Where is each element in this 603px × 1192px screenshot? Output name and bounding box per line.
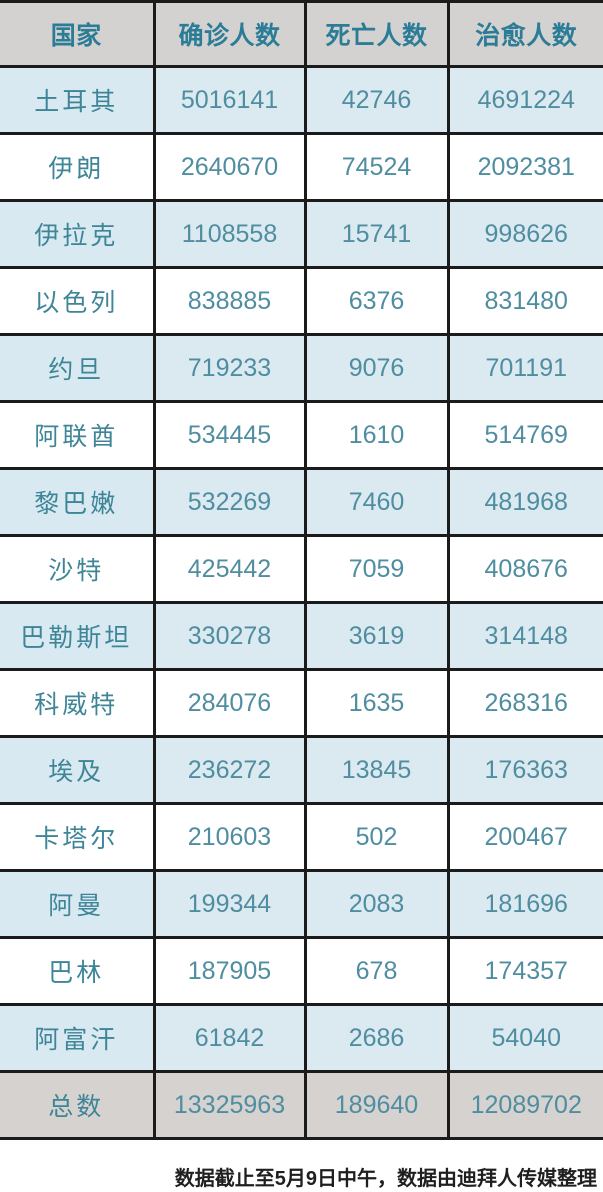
cell-country: 阿富汗: [0, 1003, 156, 1073]
cell-recovered: 174357: [448, 936, 603, 1006]
cell-recovered: 200467: [448, 802, 603, 872]
cell-deaths: 502: [305, 802, 450, 872]
cell-deaths: 2083: [305, 869, 450, 939]
cell-confirmed: 719233: [154, 333, 307, 403]
cell-confirmed: 1108558: [154, 199, 307, 269]
cell-recovered: 481968: [448, 467, 603, 537]
cell-confirmed: 425442: [154, 534, 307, 604]
table-row: 阿富汗 61842 2686 54040: [0, 1003, 603, 1073]
cell-deaths: 7460: [305, 467, 450, 537]
cell-confirmed: 187905: [154, 936, 307, 1006]
cell-total-label: 总数: [0, 1070, 156, 1140]
table-row: 土耳其 5016141 42746 4691224: [0, 65, 603, 135]
cell-confirmed: 532269: [154, 467, 307, 537]
cell-country: 黎巴嫩: [0, 467, 156, 537]
cell-confirmed: 236272: [154, 735, 307, 805]
cell-confirmed: 5016141: [154, 65, 307, 135]
cell-country: 埃及: [0, 735, 156, 805]
cell-deaths: 9076: [305, 333, 450, 403]
table-row: 黎巴嫩 532269 7460 481968: [0, 467, 603, 537]
cell-recovered: 998626: [448, 199, 603, 269]
cell-recovered: 54040: [448, 1003, 603, 1073]
cell-country: 阿联酋: [0, 400, 156, 470]
table-header-row: 国家 确诊人数 死亡人数 治愈人数: [0, 0, 603, 68]
cell-confirmed: 838885: [154, 266, 307, 336]
cell-total-recovered: 12089702: [448, 1070, 603, 1140]
cell-total-deaths: 189640: [305, 1070, 450, 1140]
cell-recovered: 176363: [448, 735, 603, 805]
cell-recovered: 268316: [448, 668, 603, 738]
cell-confirmed: 330278: [154, 601, 307, 671]
table-row: 伊朗 2640670 74524 2092381: [0, 132, 603, 202]
cell-country: 伊朗: [0, 132, 156, 202]
cell-recovered: 314148: [448, 601, 603, 671]
table-total-row: 总数 13325963 189640 12089702: [0, 1070, 603, 1140]
data-source-note: 数据截止至5月9日中午，数据由迪拜人传媒整理: [174, 1168, 597, 1190]
table-row: 卡塔尔 210603 502 200467: [0, 802, 603, 872]
column-header-confirmed: 确诊人数: [154, 0, 307, 68]
cell-country: 科威特: [0, 668, 156, 738]
cell-recovered: 701191: [448, 333, 603, 403]
cell-recovered: 181696: [448, 869, 603, 939]
middle-east-covid-table: 国家 确诊人数 死亡人数 治愈人数 土耳其 5016141 42746 4691…: [0, 0, 603, 1140]
table-row: 阿曼 199344 2083 181696: [0, 869, 603, 939]
cell-recovered: 4691224: [448, 65, 603, 135]
table-row: 伊拉克 1108558 15741 998626: [0, 199, 603, 269]
table-header: 国家 确诊人数 死亡人数 治愈人数: [0, 0, 603, 68]
cell-confirmed: 199344: [154, 869, 307, 939]
cell-country: 以色列: [0, 266, 156, 336]
cell-deaths: 74524: [305, 132, 450, 202]
cell-confirmed: 2640670: [154, 132, 307, 202]
cell-deaths: 3619: [305, 601, 450, 671]
cell-country: 沙特: [0, 534, 156, 604]
cell-country: 约旦: [0, 333, 156, 403]
cell-confirmed: 534445: [154, 400, 307, 470]
table-row: 巴林 187905 678 174357: [0, 936, 603, 1006]
cell-country: 伊拉克: [0, 199, 156, 269]
cell-deaths: 678: [305, 936, 450, 1006]
cell-recovered: 514769: [448, 400, 603, 470]
cell-country: 阿曼: [0, 869, 156, 939]
cell-country: 巴勒斯坦: [0, 601, 156, 671]
cell-deaths: 7059: [305, 534, 450, 604]
cell-deaths: 13845: [305, 735, 450, 805]
column-header-recovered: 治愈人数: [448, 0, 603, 68]
cell-recovered: 408676: [448, 534, 603, 604]
cell-recovered: 2092381: [448, 132, 603, 202]
table-row: 巴勒斯坦 330278 3619 314148: [0, 601, 603, 671]
column-header-country: 国家: [0, 0, 156, 68]
cell-deaths: 1610: [305, 400, 450, 470]
column-header-deaths: 死亡人数: [305, 0, 450, 68]
cell-recovered: 831480: [448, 266, 603, 336]
table-row: 阿联酋 534445 1610 514769: [0, 400, 603, 470]
table-row: 以色列 838885 6376 831480: [0, 266, 603, 336]
table-body: 土耳其 5016141 42746 4691224 伊朗 2640670 745…: [0, 65, 603, 1140]
table-row: 埃及 236272 13845 176363: [0, 735, 603, 805]
cell-deaths: 15741: [305, 199, 450, 269]
cell-deaths: 2686: [305, 1003, 450, 1073]
cell-country: 卡塔尔: [0, 802, 156, 872]
cell-confirmed: 61842: [154, 1003, 307, 1073]
table-row: 沙特 425442 7059 408676: [0, 534, 603, 604]
table-row: 科威特 284076 1635 268316: [0, 668, 603, 738]
cell-confirmed: 284076: [154, 668, 307, 738]
cell-country: 土耳其: [0, 65, 156, 135]
cell-total-confirmed: 13325963: [154, 1070, 307, 1140]
table-row: 约旦 719233 9076 701191: [0, 333, 603, 403]
cell-confirmed: 210603: [154, 802, 307, 872]
cell-country: 巴林: [0, 936, 156, 1006]
cell-deaths: 1635: [305, 668, 450, 738]
cell-deaths: 6376: [305, 266, 450, 336]
cell-deaths: 42746: [305, 65, 450, 135]
